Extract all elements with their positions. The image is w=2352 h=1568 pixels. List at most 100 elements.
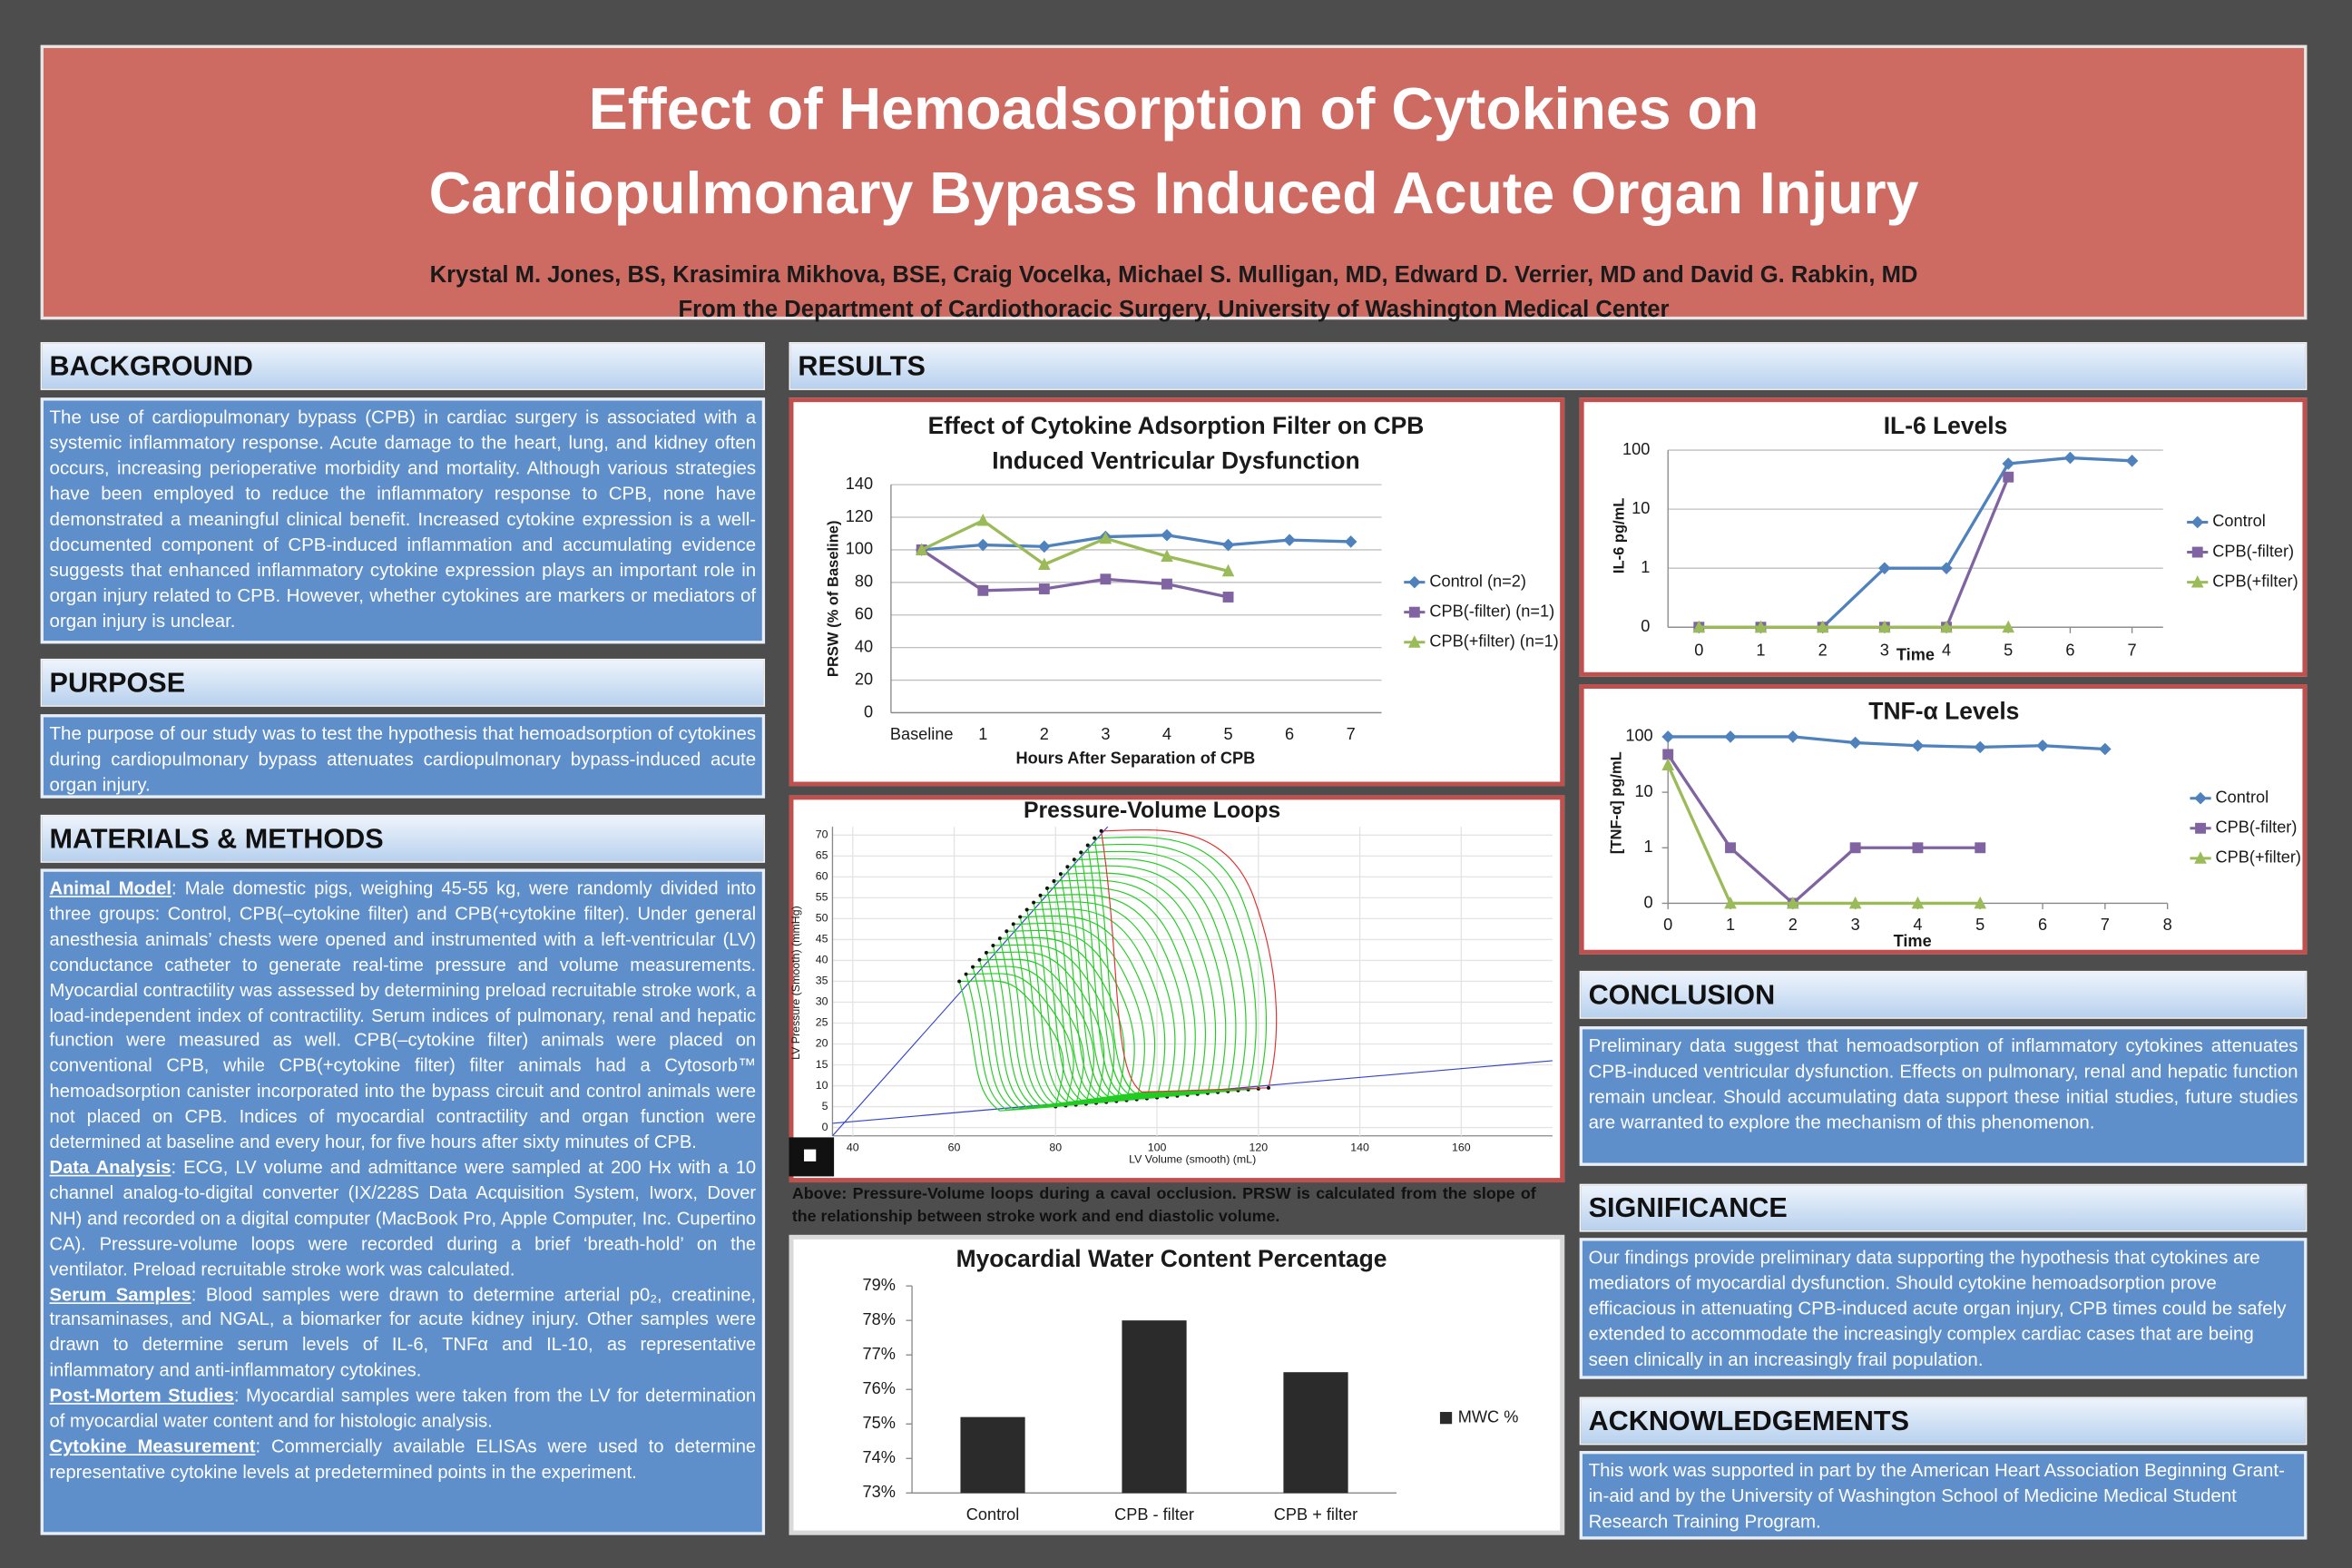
methods-text: Animal Model: Male domestic pigs, weighi… <box>40 868 766 1535</box>
title-line: Effect of Hemoadsorption of Cytokines on <box>588 77 1759 143</box>
pv-corner <box>1267 1085 1270 1090</box>
methods-paragraph: Animal Model: Male domestic pigs, weighi… <box>50 877 757 1156</box>
chart-title: TNF-α Levels <box>1868 697 2019 724</box>
paragraph-text: : Commercially available ELISAs were use… <box>49 1436 757 1483</box>
pv-corner <box>971 965 975 969</box>
paragraph-label: Animal Model <box>49 877 172 899</box>
data-point <box>1848 736 1862 750</box>
methods-paragraph: Serum Samples: Blood samples were drawn … <box>50 1282 757 1384</box>
y-tick-label: 30 <box>816 995 828 1008</box>
methods-paragraph: Cytokine Measurement: Commercially avail… <box>50 1435 757 1485</box>
legend-marker <box>1408 575 1421 589</box>
x-tick-label: 100 <box>1148 1141 1167 1153</box>
data-point <box>1816 620 1829 633</box>
x-tick-label: 2 <box>1788 916 1798 934</box>
background-text: The use of cardiopulmonary bypass (CPB) … <box>40 397 766 644</box>
legend-marker <box>2194 851 2207 864</box>
data-point <box>1974 740 1987 754</box>
espvr-line <box>832 827 1109 1136</box>
data-point <box>977 584 989 596</box>
pv-corner <box>1093 836 1097 840</box>
y-tick-label: 20 <box>855 670 873 688</box>
data-point <box>1724 730 1737 743</box>
x-tick-label: 80 <box>1049 1141 1062 1153</box>
data-point <box>1161 549 1173 563</box>
y-tick-label: 40 <box>816 954 828 966</box>
y-tick-label: 100 <box>846 540 873 558</box>
pv-corner <box>964 972 968 976</box>
y-tick-label: 40 <box>855 637 873 655</box>
series-line <box>920 548 1229 599</box>
legend-label: CPB(+filter) <box>2216 848 2301 867</box>
y-tick-label: 77% <box>863 1345 896 1363</box>
y-tick-label: 70 <box>816 828 828 841</box>
affiliation: From the Department of Cardiothoracic Su… <box>678 297 1670 323</box>
data-point <box>1911 896 1925 909</box>
paragraph-label: Serum Samples <box>49 1283 191 1305</box>
y-tick-label: 100 <box>1625 727 1652 745</box>
pv-corner <box>1045 886 1049 890</box>
data-point <box>2125 455 2139 467</box>
pv-loop-trace <box>1039 894 1186 1101</box>
pv-loop-trace <box>1013 922 1145 1104</box>
pv-loop-trace <box>972 965 1084 1110</box>
y-tick-label: 0 <box>1644 893 1653 911</box>
data-point <box>1754 620 1768 633</box>
paragraph-text: : Male domestic pigs, weighing 45-55 kg,… <box>49 877 757 1153</box>
x-tick-label: 120 <box>1249 1141 1268 1153</box>
toolbar-icon <box>804 1149 817 1161</box>
paragraph-label: Post-Mortem Studies <box>49 1385 234 1406</box>
x-axis-label: Time <box>1896 645 1935 663</box>
bar <box>1122 1320 1187 1494</box>
data-point <box>1661 758 1674 770</box>
chart-panel <box>1579 684 2308 955</box>
bar <box>960 1416 1025 1494</box>
x-tick-label: 60 <box>948 1141 961 1153</box>
pv-loop-trace <box>965 973 1074 1111</box>
x-tick-label: CPB + filter <box>1274 1505 1357 1524</box>
pv-corner <box>1032 900 1036 905</box>
pv-corner <box>1072 858 1076 862</box>
data-point <box>1038 557 1051 571</box>
data-point <box>1661 730 1674 743</box>
pv-corner <box>1038 893 1043 897</box>
y-tick-label: 100 <box>1622 440 1650 458</box>
x-tick-label: 6 <box>2038 916 2047 934</box>
x-tick-label: 1 <box>978 725 987 743</box>
pv-loop-trace <box>1033 901 1176 1102</box>
x-tick-label: 3 <box>1880 641 1889 659</box>
y-tick-label: 60 <box>855 605 873 623</box>
x-axis-label: Hours After Separation of CPB <box>1015 750 1255 768</box>
x-tick-label: 6 <box>2065 641 2074 659</box>
data-point <box>1849 842 1861 854</box>
data-point <box>1099 531 1112 544</box>
significance-text: Our findings provide preliminary data su… <box>1579 1238 2308 1379</box>
title-line: Cardiopulmonary Bypass Induced Acute Org… <box>428 162 1919 227</box>
x-tick-label: 0 <box>1663 916 1672 934</box>
data-point <box>1692 620 1706 633</box>
y-tick-label: 65 <box>816 849 828 862</box>
data-point <box>1787 730 1799 743</box>
pv-loop-trace <box>1066 865 1227 1097</box>
pv-corner <box>1079 850 1083 855</box>
y-tick-label: 74% <box>863 1448 896 1466</box>
x-tick-label: 0 <box>1694 641 1703 659</box>
paragraph-label: Cytokine Measurement <box>49 1436 256 1457</box>
data-point <box>1283 534 1296 546</box>
data-point <box>1940 620 1953 633</box>
data-point <box>1878 620 1891 633</box>
bar <box>1283 1372 1348 1494</box>
pv-corner <box>1024 907 1029 912</box>
y-tick-label: 1 <box>1644 838 1653 856</box>
data-point <box>1974 896 1987 909</box>
series-line <box>1699 476 2010 629</box>
data-point <box>2036 739 2049 752</box>
y-tick-label: 50 <box>816 912 828 925</box>
y-tick-label: 140 <box>846 475 873 493</box>
x-tick-label: 5 <box>1975 916 1984 934</box>
series-line <box>920 518 1229 573</box>
data-point <box>1222 592 1234 603</box>
pv-corner <box>1085 843 1090 848</box>
methods-paragraph: Post-Mortem Studies: Myocardial samples … <box>50 1384 757 1435</box>
